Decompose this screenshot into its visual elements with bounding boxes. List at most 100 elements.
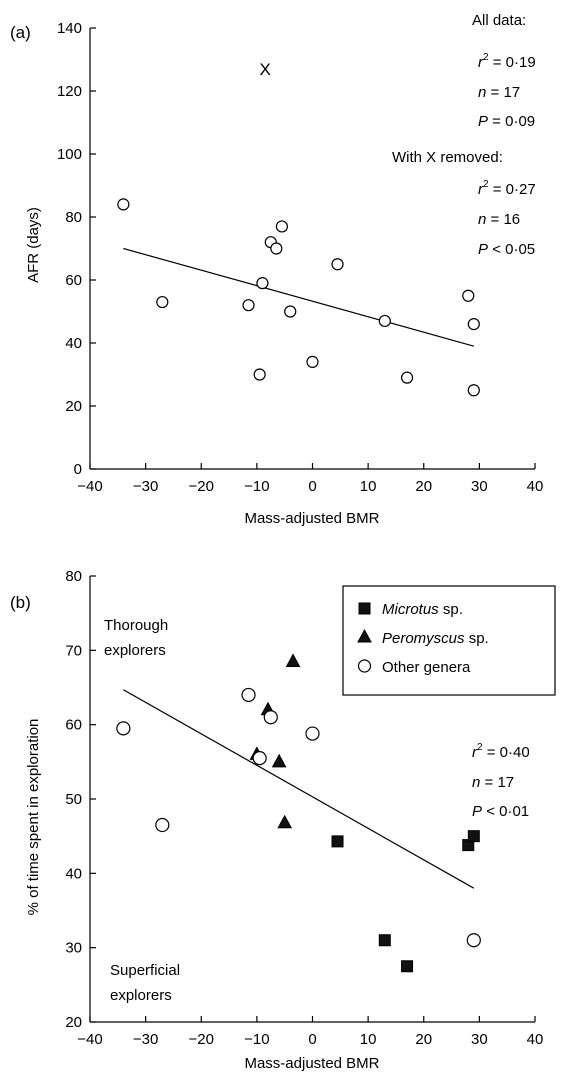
- other-genera-point: [116, 721, 131, 736]
- x-tick-label: 30: [471, 478, 488, 495]
- removed-title: With X removed:: [392, 149, 503, 166]
- panel-a-xlabel: Mass-adjusted BMR: [244, 510, 379, 527]
- y-tick-label: 120: [57, 83, 82, 100]
- legend-microtus: Microtus sp.: [382, 601, 463, 618]
- x-tick-label: 0: [308, 1031, 316, 1048]
- x-tick-label: 10: [360, 478, 377, 495]
- x-tick-label: −40: [77, 1031, 102, 1048]
- x-tick-label: −20: [189, 1031, 214, 1048]
- y-tick-label: 40: [65, 865, 82, 882]
- panel-b-axes: −40 −30 −20 −10 0 10 20 30 40 20 30 40 50 60 70 80: [65, 568, 543, 1048]
- data-point: [331, 258, 344, 271]
- thorough-label-line2: explorers: [104, 642, 166, 659]
- y-tick-label: 20: [65, 1014, 82, 1031]
- thorough-label-line1: Thorough: [104, 617, 168, 634]
- peromyscus-point: [277, 814, 293, 829]
- microtus-point: [401, 960, 414, 973]
- data-point: [270, 242, 283, 255]
- other-genera-point: [305, 726, 320, 741]
- x-tick-label: −30: [133, 1031, 158, 1048]
- x-tick-label: 20: [415, 478, 432, 495]
- all-data-title: All data:: [472, 12, 526, 29]
- y-tick-label: 0: [74, 461, 82, 478]
- legend-triangle-marker: [357, 628, 372, 643]
- y-tick-label: 80: [65, 209, 82, 226]
- peromyscus-point: [271, 753, 287, 768]
- x-tick-label: 0: [308, 478, 316, 495]
- y-tick-label: 100: [57, 146, 82, 163]
- y-tick-label: 140: [57, 20, 82, 37]
- panel-a-axes: −40 −30 −20 −10 0 10 20 30 40 0 20 40 60 80 100 120 140: [57, 20, 543, 495]
- panel-b-xlabel: Mass-adjusted BMR: [244, 1055, 379, 1072]
- outlier-marker: X: [260, 60, 271, 79]
- x-tick-label: −20: [189, 478, 214, 495]
- other-genera-point: [155, 817, 170, 833]
- y-tick-label: 50: [65, 791, 82, 808]
- all-data-p: P = 0·09: [478, 113, 535, 130]
- y-tick-label: 80: [65, 568, 82, 585]
- superficial-label-line2: explorers: [110, 987, 172, 1004]
- legend-circle-marker: [357, 659, 372, 673]
- x-tick-label: 20: [415, 1031, 432, 1048]
- x-tick-label: −40: [77, 478, 102, 495]
- panel-b-marks: [116, 653, 481, 973]
- x-tick-label: 40: [527, 478, 544, 495]
- y-tick-label: 20: [65, 398, 82, 415]
- panel-b-r2: r2 = 0·40: [472, 742, 530, 761]
- removed-p: P < 0·05: [478, 241, 535, 258]
- legend-square-marker: [358, 602, 371, 615]
- panel-b-label: (b): [10, 593, 31, 612]
- microtus-point: [331, 835, 344, 848]
- y-tick-label: 40: [65, 335, 82, 352]
- panel-b-n: n = 17: [472, 774, 514, 791]
- y-tick-label: 30: [65, 940, 82, 957]
- all-data-n: n = 17: [478, 84, 520, 101]
- removed-r2: r2 = 0·27: [478, 179, 536, 198]
- panel-a-marks: [117, 198, 480, 397]
- panel-a: (a) −40 −30 −20 −10 0 10 20 30 40 0 20 40 60 80 100 120…: [10, 12, 543, 527]
- data-point: [467, 384, 480, 397]
- panel-b: (b) −40 −30 −20 −10 0 10 20 30 4020304050607080 …: [10, 568, 556, 1072]
- data-point: [400, 371, 414, 384]
- data-point: [284, 305, 297, 318]
- other-genera-point: [263, 710, 278, 725]
- x-tick-label: −30: [133, 478, 158, 495]
- data-point: [156, 295, 169, 309]
- panel-b-ylabel: % of time spent in exploration: [25, 719, 42, 916]
- x-tick-label: 10: [360, 1031, 377, 1048]
- microtus-point: [467, 830, 480, 843]
- legend-box: [342, 585, 556, 696]
- regression-line: [123, 247, 474, 347]
- legend-peromyscus: Peromyscus sp.: [382, 630, 489, 647]
- other-genera-point: [466, 933, 481, 948]
- y-tick-label: 60: [65, 717, 82, 734]
- all-data-r2: r2 = 0·19: [478, 52, 536, 71]
- data-point: [378, 314, 391, 328]
- data-point: [306, 355, 319, 368]
- regression-line: [123, 689, 475, 889]
- other-genera-point: [241, 687, 256, 703]
- data-point: [275, 220, 289, 233]
- data-point: [462, 289, 475, 302]
- data-point: [256, 277, 269, 290]
- x-tick-label: 40: [527, 1031, 544, 1048]
- other-genera-point: [252, 751, 267, 766]
- y-tick-label: 60: [65, 272, 82, 289]
- data-point: [242, 299, 255, 312]
- legend-other-genera: Other genera: [382, 659, 471, 676]
- panel-b-p: P < 0·01: [472, 803, 529, 820]
- panel-a-ylabel: AFR (days): [25, 207, 42, 283]
- data-point: [117, 198, 130, 211]
- y-tick-label: 70: [65, 642, 82, 659]
- peromyscus-point: [285, 653, 301, 667]
- superficial-label-line1: Superficial: [110, 962, 180, 979]
- legend: Microtus sp. Peromyscus sp. Other genera: [342, 585, 556, 696]
- data-point: [253, 368, 266, 381]
- x-tick-label: 30: [471, 1031, 488, 1048]
- panel-a-label: (a): [10, 23, 31, 42]
- x-tick-label: −10: [244, 478, 269, 495]
- data-point: [467, 318, 480, 331]
- microtus-point: [378, 934, 391, 947]
- x-tick-label: −10: [244, 1031, 269, 1048]
